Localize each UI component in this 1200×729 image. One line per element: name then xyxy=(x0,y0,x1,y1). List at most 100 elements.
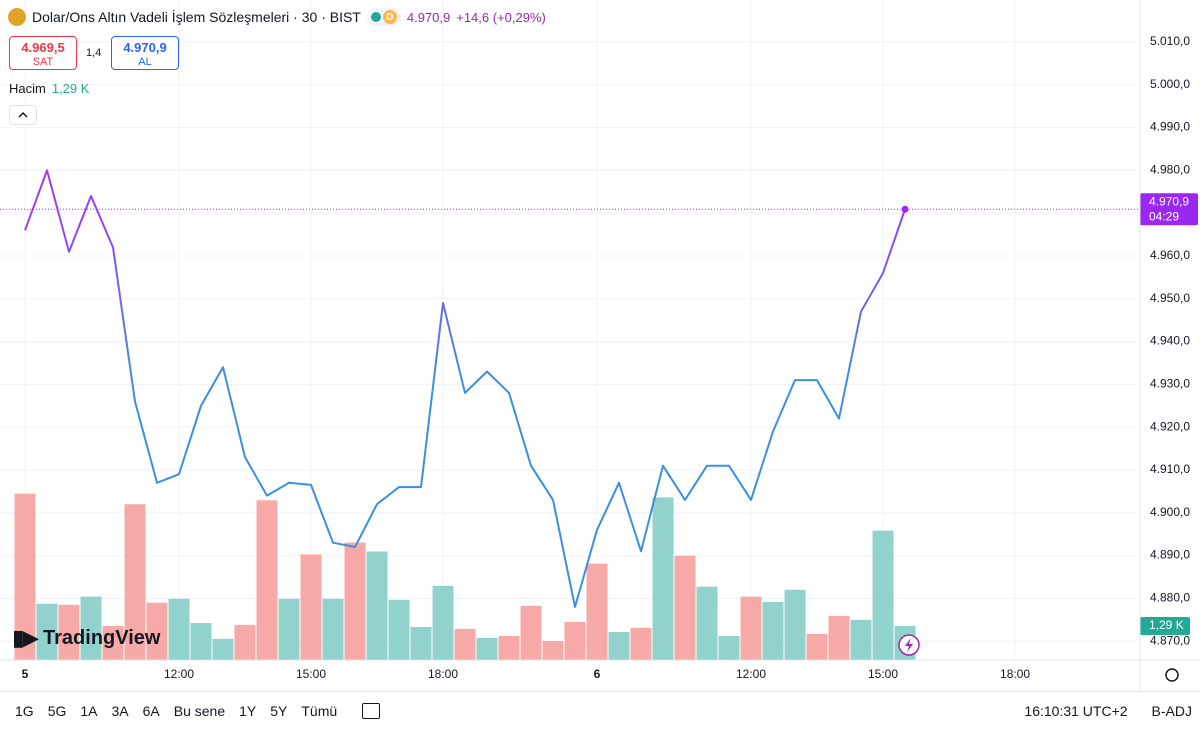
chevron xyxy=(18,111,28,118)
symbol-logo xyxy=(8,8,26,26)
volume-bar xyxy=(586,563,608,660)
volume-bar xyxy=(498,635,520,660)
range-button[interactable]: 1G xyxy=(15,702,34,719)
x-tick-label: 12:00 xyxy=(736,667,766,681)
y-tick-label: 4.880,0 xyxy=(1150,591,1190,605)
y-tick-label: 4.910,0 xyxy=(1150,462,1190,476)
range-button[interactable]: 1Y xyxy=(239,702,257,719)
volume-bar xyxy=(696,586,718,660)
clock[interactable]: 16:10:31 UTC+2 xyxy=(1024,702,1128,719)
volume-bar xyxy=(806,633,828,660)
range-button[interactable]: Bu sene xyxy=(173,702,226,719)
volume-bar xyxy=(762,601,784,660)
sell-price: 4.969,5 xyxy=(21,40,65,55)
adjustment[interactable]: B-ADJ xyxy=(1151,702,1192,719)
range-button[interactable]: 5Y xyxy=(270,702,288,719)
y-tick-label: 4.960,0 xyxy=(1150,248,1190,262)
date-range-button[interactable] xyxy=(362,702,381,719)
last-point xyxy=(901,205,909,213)
volume-bar xyxy=(652,497,674,660)
y-tick-label: 4.990,0 xyxy=(1150,120,1190,134)
y-tick-label: 4.920,0 xyxy=(1150,419,1190,433)
status: D xyxy=(366,8,401,26)
volume-bar xyxy=(36,603,58,660)
range-button[interactable]: 6A xyxy=(142,702,160,719)
volume-bar xyxy=(718,635,740,660)
volume-bar xyxy=(872,530,894,660)
range-button[interactable]: 5G xyxy=(47,702,67,719)
x-tick-label: 15:00 xyxy=(868,667,898,681)
x-tick-label: 15:00 xyxy=(296,667,326,681)
volume-bar xyxy=(608,632,630,660)
header-price: 4.970,9 xyxy=(406,9,451,25)
range-group: 1G 5G 1A 3A 6A Bu sene 1Y 5Y Tümü xyxy=(8,703,344,719)
x-tick-label: 18:00 xyxy=(1000,667,1030,681)
countdown-label: 04:29 xyxy=(1149,209,1179,223)
volume-tag xyxy=(1140,616,1190,635)
volume-bar xyxy=(278,598,300,660)
flash-glyph xyxy=(905,638,913,652)
last-price-tag xyxy=(1140,193,1198,226)
volume-bar xyxy=(58,604,80,660)
range-button[interactable]: 1A xyxy=(80,702,98,719)
last-price-label: 4.970,9 xyxy=(1149,194,1189,208)
volume-bar xyxy=(784,589,806,660)
volume-bar xyxy=(520,605,542,660)
volume-bar xyxy=(344,542,366,660)
volume-bar xyxy=(366,551,388,660)
spread: 1,4 xyxy=(86,47,102,59)
volume-bar xyxy=(410,627,432,660)
y-tick-label: 4.890,0 xyxy=(1150,548,1190,562)
y-tick-label: 4.980,0 xyxy=(1150,163,1190,177)
volume-bar xyxy=(388,599,410,660)
volume-bar xyxy=(850,619,872,660)
toolbar-right: 16:10:31 UTC+2 B-ADJ xyxy=(1024,703,1192,719)
x-tick-label: 12:00 xyxy=(164,667,194,681)
volume-tag-label: 1,29 K xyxy=(1149,618,1184,632)
settings-icon[interactable] xyxy=(1165,668,1179,682)
buy-price: 4.970,9 xyxy=(123,40,167,55)
sell-label: SAT xyxy=(32,56,54,68)
volume-bar xyxy=(124,504,146,660)
volume-legend: Hacim 1,29 K xyxy=(9,81,89,96)
header: Dolar/Ons Altın Vadeli İşlem Sözleşmeler… xyxy=(8,8,546,26)
volume-bar xyxy=(674,555,696,660)
volume-bar xyxy=(542,640,564,660)
volume-bar xyxy=(828,615,850,660)
price-line xyxy=(24,169,906,608)
y-tick-label: 5.010,0 xyxy=(1150,34,1190,48)
collapse-button[interactable] xyxy=(9,105,37,125)
volume-bar xyxy=(102,625,124,660)
range-button[interactable]: Tümü xyxy=(301,702,338,719)
badge: D xyxy=(382,10,397,24)
range-button[interactable]: 3A xyxy=(111,702,129,719)
y-tick-label: 4.950,0 xyxy=(1150,291,1190,305)
volume-bar xyxy=(168,598,190,660)
volume-bar xyxy=(80,596,102,660)
buy-button[interactable]: 4.970,9 AL xyxy=(111,36,179,70)
chart: 4.870,0 4.880,0 4.890,0 4.900,0 4.910,0 4.920… xyxy=(0,0,1200,691)
chevron-path xyxy=(18,111,28,118)
volume-bar xyxy=(630,627,652,660)
sell-button[interactable]: 4.969,5 SAT xyxy=(9,36,77,70)
volume-bar xyxy=(476,637,498,660)
x-tick-label: 5 xyxy=(22,667,29,681)
branding-mark: ▮▶ xyxy=(12,625,39,650)
volume-bar xyxy=(234,624,256,660)
symbol-title[interactable]: Dolar/Ons Altın Vadeli İşlem Sözleşmeler… xyxy=(32,9,361,25)
y-tick-label: 4.870,0 xyxy=(1150,633,1190,647)
volume-bar xyxy=(432,585,454,660)
y-tick-label: 4.900,0 xyxy=(1150,505,1190,519)
y-tick-label: 5.000,0 xyxy=(1150,77,1190,91)
y-tick-label: 4.930,0 xyxy=(1150,377,1190,391)
volume-bar xyxy=(740,596,762,660)
volume-bar xyxy=(454,628,476,660)
volume-label: Hacim xyxy=(9,81,46,96)
x-tick-label: 18:00 xyxy=(428,667,458,681)
volume-bar xyxy=(146,602,168,660)
volume-bar xyxy=(300,554,322,660)
volume-bar xyxy=(564,621,586,660)
volume-value: 1,29 K xyxy=(51,81,90,96)
x-tick-label: 6 xyxy=(594,667,601,681)
